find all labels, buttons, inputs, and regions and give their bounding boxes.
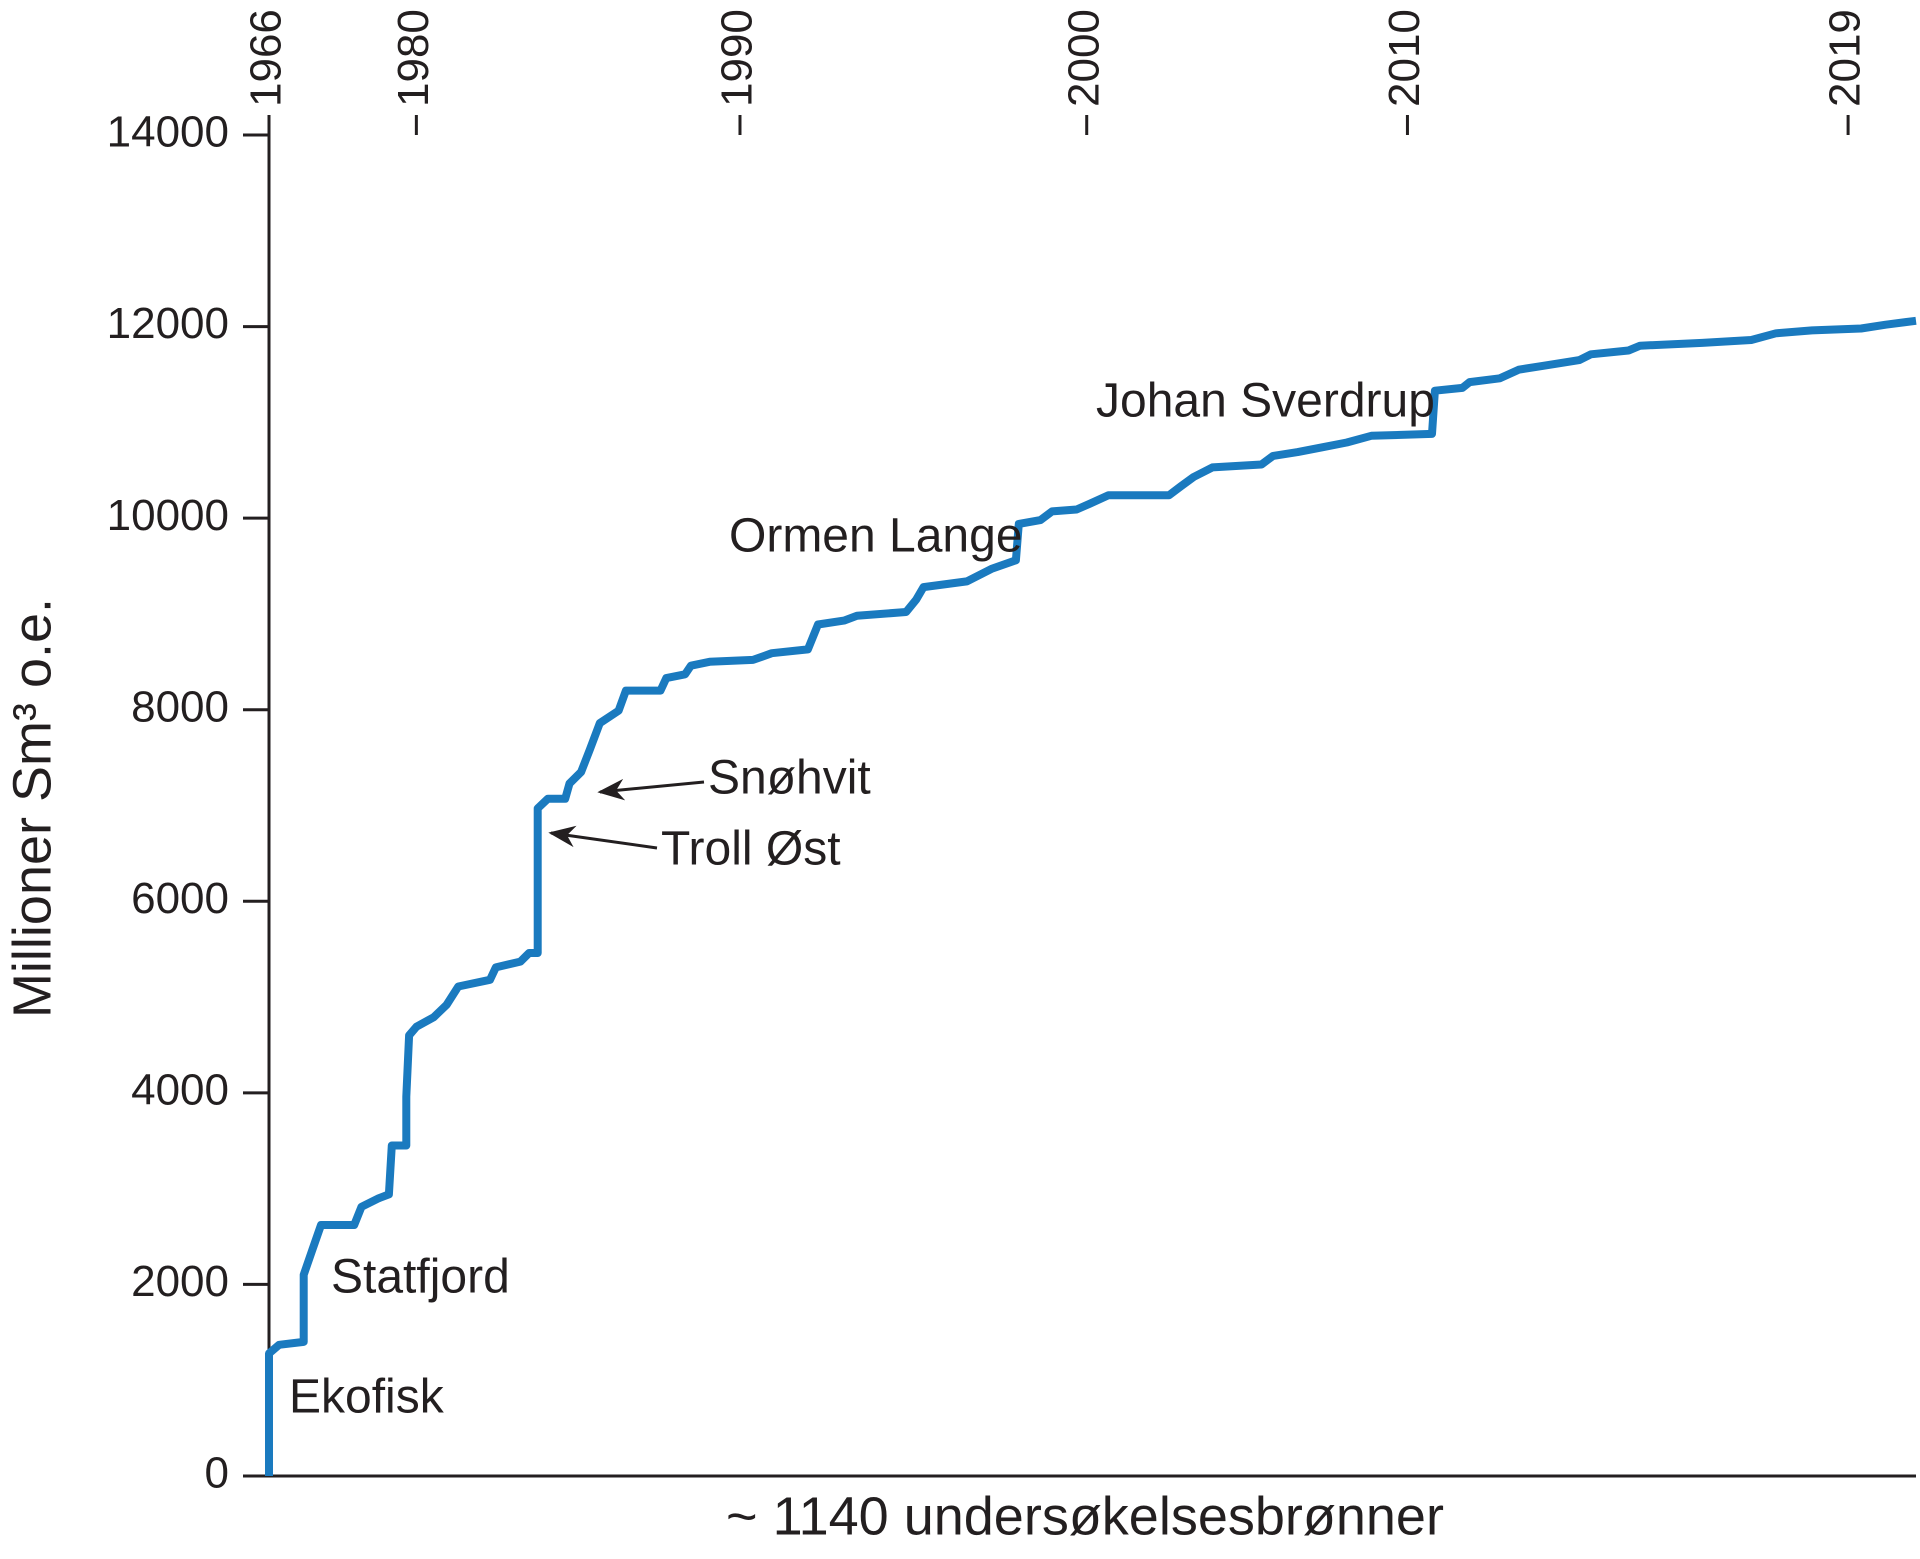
y-tick-label: 14000 — [107, 108, 229, 157]
y-tick-label: 12000 — [107, 299, 229, 348]
top-x-tick-label: 1980 — [389, 9, 438, 107]
top-x-tick-label: 1990 — [713, 9, 762, 107]
annotation: Troll Øst — [661, 823, 841, 876]
top-x-tick-label: 1966 — [242, 9, 291, 107]
annotation: Snøhvit — [708, 752, 871, 805]
y-tick-label: 6000 — [131, 874, 229, 923]
annotation: Statfjord — [331, 1251, 510, 1304]
annotation-arrow — [597, 778, 705, 801]
data-line — [265, 316, 1917, 1476]
annotation: Johan Sverdrup — [1096, 375, 1435, 428]
top-x-tick-label: 2010 — [1380, 9, 1429, 107]
top-x-tick-label: 2019 — [1821, 9, 1870, 107]
y-tick-label: 10000 — [107, 491, 229, 540]
annotation-arrow — [548, 825, 658, 850]
y-tick-label: 4000 — [131, 1065, 229, 1114]
y-axis-label: Millioner Sm³ o.e. — [2, 598, 62, 1018]
annotation: Ekofisk — [289, 1371, 445, 1424]
y-tick-label: 2000 — [131, 1257, 229, 1306]
y-tick-label: 0 — [205, 1449, 229, 1498]
top-x-tick-label: 2000 — [1059, 9, 1108, 107]
annotation: Ormen Lange — [729, 510, 1023, 563]
y-tick-label: 8000 — [131, 682, 229, 731]
x-axis-label: ~ 1140 undersøkelsesbrønner — [726, 1486, 1444, 1546]
